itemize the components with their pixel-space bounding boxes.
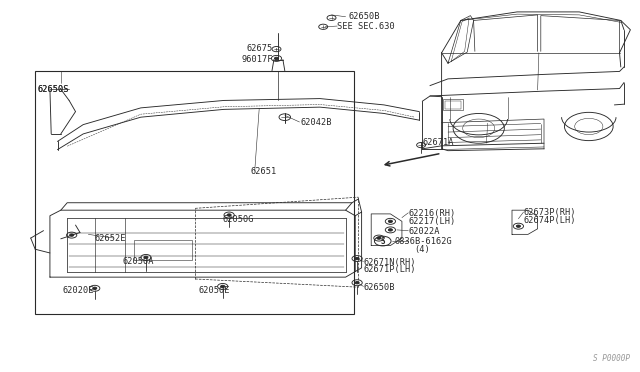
Text: 62675: 62675: [246, 44, 273, 53]
Text: 62671N(RH): 62671N(RH): [364, 258, 416, 267]
Text: 62673P(RH): 62673P(RH): [524, 208, 576, 217]
Circle shape: [377, 237, 381, 239]
Circle shape: [221, 285, 225, 288]
Circle shape: [516, 225, 520, 227]
Bar: [134, 240, 192, 260]
Text: 62671A: 62671A: [422, 138, 454, 147]
Text: S P0000P: S P0000P: [593, 354, 630, 363]
Text: 96017F: 96017F: [242, 55, 273, 64]
Text: 62022A: 62022A: [408, 227, 440, 236]
Text: 62050G: 62050G: [223, 215, 254, 224]
Text: 62674P(LH): 62674P(LH): [524, 216, 576, 225]
Text: 62020E: 62020E: [63, 286, 94, 295]
Circle shape: [93, 287, 97, 289]
Circle shape: [70, 234, 74, 236]
Circle shape: [355, 282, 359, 284]
Text: 62050A: 62050A: [123, 257, 154, 266]
Bar: [35, 71, 354, 314]
Text: SEE SEC.630: SEE SEC.630: [337, 22, 395, 31]
Text: (4): (4): [414, 246, 430, 254]
Text: 62042B: 62042B: [301, 118, 332, 127]
Text: 62216(RH): 62216(RH): [408, 209, 456, 218]
Text: 62671P(LH): 62671P(LH): [364, 265, 416, 274]
Text: 62217(LH): 62217(LH): [408, 217, 456, 226]
Circle shape: [388, 220, 392, 222]
Text: 62650B: 62650B: [349, 12, 380, 21]
Text: 62650S: 62650S: [37, 85, 68, 94]
Circle shape: [355, 257, 359, 260]
Bar: [445, 101, 461, 109]
Circle shape: [388, 229, 392, 231]
Text: 62651: 62651: [251, 167, 277, 176]
Text: 0836B-6162G: 0836B-6162G: [395, 237, 452, 246]
Circle shape: [227, 214, 231, 216]
Circle shape: [144, 256, 148, 259]
Text: 62050E: 62050E: [198, 286, 230, 295]
Text: S: S: [380, 237, 385, 246]
Text: 62650B: 62650B: [364, 283, 395, 292]
Text: 62652E: 62652E: [95, 234, 126, 243]
Bar: [443, 99, 463, 110]
Text: 62650S: 62650S: [37, 85, 68, 94]
Circle shape: [275, 57, 278, 60]
